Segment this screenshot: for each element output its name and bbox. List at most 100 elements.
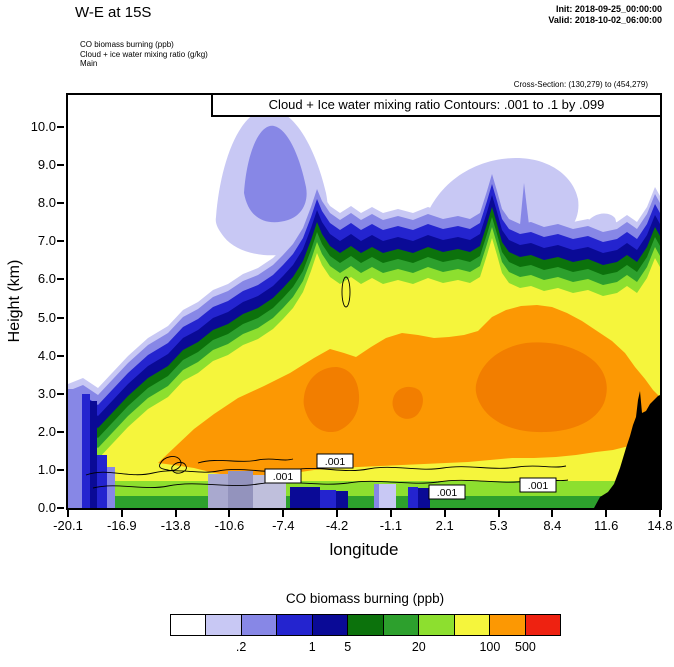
field-column-periwinkle xyxy=(68,389,82,508)
x-tick-mark xyxy=(658,510,661,517)
colorbar-cell xyxy=(170,614,207,636)
y-tick-label: 7.0 xyxy=(37,233,56,249)
mixing-ratio-contour-line xyxy=(197,458,294,464)
y-tick-mark xyxy=(57,278,64,281)
layer-label-main: Main xyxy=(80,59,98,68)
y-tick-mark xyxy=(57,316,64,319)
field-column-gray1 xyxy=(228,471,253,508)
contour-label: .001 xyxy=(273,471,294,483)
colorbar-cell xyxy=(524,614,561,636)
field-region-orange_dark xyxy=(475,342,607,433)
contour-label-box xyxy=(519,477,557,493)
y-tick-mark xyxy=(57,126,64,128)
run-times: Init: 2018-09-25_00:00:00 Valid: 2018-10… xyxy=(548,4,662,26)
colorbar-title: CO biomass burning (ppb) xyxy=(285,591,445,606)
field-column-darkblue xyxy=(336,491,348,508)
field-column-blue xyxy=(82,394,90,508)
field-column-blue xyxy=(320,490,336,508)
contour-label-box xyxy=(316,453,354,469)
y-tick-label: 0.0 xyxy=(37,500,56,515)
y-tick-label: 8.0 xyxy=(37,195,56,211)
field-region-black xyxy=(594,391,660,508)
colorbar-tick-label: 20 xyxy=(411,640,426,654)
field-column-periwinkle xyxy=(107,467,115,508)
colorbar-cell xyxy=(382,614,420,636)
cross-section-label: Cross-Section: (130,279) to (454,279) xyxy=(513,80,648,89)
init-time: Init: 2018-09-25_00:00:00 xyxy=(555,4,662,14)
colorbar-cell xyxy=(418,614,455,636)
x-tick-mark xyxy=(282,510,285,517)
valid-time: Valid: 2018-10-02_06:00:00 xyxy=(548,15,662,25)
y-tick-label: 4.0 xyxy=(37,347,56,363)
page-title: W-E at 15S xyxy=(75,4,152,21)
y-tick-mark xyxy=(57,164,64,167)
colorbar xyxy=(170,614,561,636)
field-column-darkblue xyxy=(90,401,97,508)
contour-title-box: Cloud + Ice water mixing ratio Contours:… xyxy=(211,95,660,117)
colorbar-tick-label: 100 xyxy=(479,640,501,654)
y-tick-label: 5.0 xyxy=(37,309,56,325)
x-tick-label: -10.6 xyxy=(214,518,245,533)
colorbar-cell xyxy=(489,614,526,636)
contour-label: .001 xyxy=(325,456,346,468)
x-tick-label: -1.1 xyxy=(379,518,403,533)
colorbar-tick-label: 5 xyxy=(344,640,352,654)
x-tick-label: -20.1 xyxy=(53,518,83,533)
x-tick-label: -7.4 xyxy=(272,518,295,533)
mixing-ratio-contour-line xyxy=(85,465,567,476)
y-tick-mark xyxy=(57,468,64,471)
colorbar-cell xyxy=(453,614,491,636)
layer-label-co: CO biomass burning (ppb) xyxy=(80,40,174,49)
filled-contour-field: .001 .001 .001 .001 xyxy=(68,108,660,508)
colorbar-tick-label: 500 xyxy=(515,640,536,654)
field-column-darkblue xyxy=(290,487,320,508)
x-tick-label: 2.1 xyxy=(435,518,454,533)
colorbar-cell xyxy=(205,614,242,636)
colorbar-cell xyxy=(311,614,349,636)
field-column-gray2 xyxy=(208,474,228,508)
field-column-green xyxy=(68,496,660,508)
y-tick-mark xyxy=(57,202,64,205)
field-region-periwinkle xyxy=(244,125,307,223)
field-region-orange_dark xyxy=(303,367,360,433)
contour-label: .001 xyxy=(528,480,549,492)
x-tick-mark xyxy=(174,510,177,517)
x-tick-mark xyxy=(389,510,392,517)
y-tick-label: 6.0 xyxy=(37,271,56,287)
layer-label-cloud-ice: Cloud + ice water mixing ratio (g/kg) xyxy=(80,49,208,59)
colorbar-tick-labels: .2 1 5 20 100 500 xyxy=(170,640,561,654)
x-tick-label: -16.9 xyxy=(106,518,137,533)
x-tick-label: 5.3 xyxy=(489,518,508,533)
x-tick-mark xyxy=(336,510,339,517)
x-tick-label: 14.8 xyxy=(647,518,673,533)
x-axis-label: longitude xyxy=(329,540,399,559)
x-tick-mark xyxy=(228,510,231,517)
field-column-blue xyxy=(408,487,418,508)
x-tick-mark xyxy=(67,510,69,517)
y-tick-label: 2.0 xyxy=(37,423,56,439)
x-tick-mark xyxy=(497,510,500,517)
colorbar-cell xyxy=(240,614,278,636)
cross-section-plot: .001 .001 .001 .001 Cloud + Ice water mixin… xyxy=(66,93,662,510)
y-tick-label: 1.0 xyxy=(37,461,56,477)
field-column-periwinkle xyxy=(374,484,379,508)
field-column-darkblue xyxy=(418,488,430,508)
y-tick-mark xyxy=(57,354,64,357)
x-tick-mark xyxy=(120,510,123,517)
y-tick-label: 9.0 xyxy=(37,157,56,173)
y-tick-mark xyxy=(57,507,64,509)
y-tick-label: 10.0 xyxy=(30,119,56,134)
contour-label: .001 xyxy=(437,487,458,499)
x-tick-mark xyxy=(551,510,554,517)
y-tick-label: 3.0 xyxy=(37,385,56,401)
layer-list: CO biomass burning (ppb) Cloud + ice wat… xyxy=(80,40,208,69)
x-tick-label: -13.8 xyxy=(160,518,191,533)
x-tick-label: 11.6 xyxy=(594,518,619,533)
field-region-periwinkle xyxy=(520,183,529,225)
mixing-ratio-contour-line xyxy=(159,456,187,474)
field-column-lavender xyxy=(379,484,396,508)
colorbar-cell xyxy=(347,614,384,636)
y-tick-mark xyxy=(57,240,64,243)
field-region-orange_dark xyxy=(392,386,423,419)
